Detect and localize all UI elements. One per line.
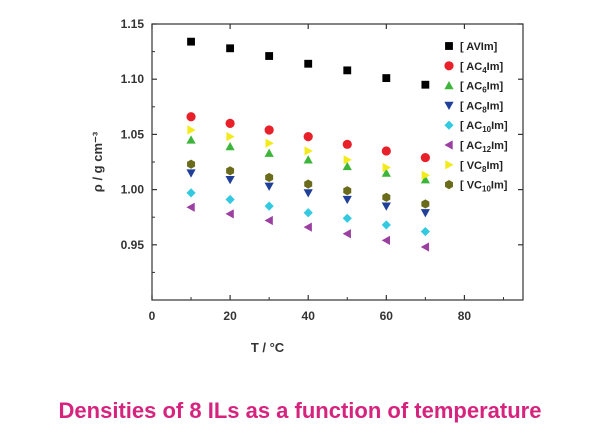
y-axis-label: ρ / g cm⁻³ bbox=[90, 131, 105, 192]
y-tick-label: 1.05 bbox=[121, 127, 145, 141]
data-point bbox=[382, 192, 391, 202]
data-point bbox=[226, 132, 235, 142]
data-point bbox=[343, 155, 352, 165]
data-point bbox=[303, 208, 313, 218]
data-point bbox=[420, 175, 430, 184]
data-point bbox=[303, 132, 313, 142]
legend-label: [ AC4Im] bbox=[460, 61, 503, 75]
data-point bbox=[303, 155, 313, 164]
data-point bbox=[226, 44, 235, 53]
data-point bbox=[186, 202, 195, 212]
data-point bbox=[264, 148, 274, 157]
data-point bbox=[342, 139, 352, 149]
data-point bbox=[381, 168, 391, 177]
data-point bbox=[420, 226, 430, 237]
data-point bbox=[304, 179, 313, 189]
data-point bbox=[381, 202, 391, 211]
legend-marker bbox=[445, 160, 454, 170]
data-point bbox=[264, 215, 273, 226]
data-point bbox=[265, 52, 274, 60]
data-point bbox=[382, 162, 391, 173]
data-point bbox=[225, 209, 234, 219]
x-tick-label: 20 bbox=[223, 309, 237, 323]
data-point bbox=[421, 170, 430, 180]
data-point bbox=[382, 74, 391, 83]
data-point bbox=[303, 189, 313, 198]
data-point bbox=[342, 195, 352, 205]
legend-marker bbox=[444, 120, 454, 130]
legend-label: [ VC10Im] bbox=[460, 180, 508, 194]
series-0 bbox=[187, 37, 430, 89]
legend-label: [ AC8Im] bbox=[460, 100, 503, 114]
y-tick-label: 1.15 bbox=[121, 17, 145, 31]
x-tick-label: 40 bbox=[302, 309, 316, 323]
data-point bbox=[381, 220, 391, 230]
data-point bbox=[264, 125, 274, 135]
series-1 bbox=[186, 112, 430, 163]
y-tick-label: 0.95 bbox=[121, 238, 145, 252]
data-point bbox=[342, 213, 352, 223]
data-point bbox=[264, 201, 274, 211]
legend-marker bbox=[445, 180, 453, 190]
data-point bbox=[226, 166, 235, 176]
data-point bbox=[187, 159, 196, 169]
data-point bbox=[343, 186, 352, 196]
legend-label: [ VC8Im] bbox=[460, 160, 503, 174]
series-2 bbox=[186, 135, 430, 184]
data-point bbox=[381, 146, 391, 156]
legend-label: [ AVIm] bbox=[460, 41, 498, 53]
density-chart: 0 20 40 60 80 0.95 1.00 1.05 1.10 1.15 T / °C ρ / g… bbox=[90, 17, 524, 355]
figure-caption: Densities of 8 ILs as a function of temp… bbox=[58, 398, 542, 423]
data-point bbox=[420, 152, 430, 163]
data-point bbox=[225, 175, 235, 185]
data-point bbox=[420, 242, 430, 252]
x-tick-label: 80 bbox=[458, 309, 472, 323]
data-point bbox=[265, 138, 274, 148]
series-6 bbox=[187, 125, 430, 180]
legend-marker bbox=[444, 140, 453, 150]
series-5 bbox=[186, 202, 430, 252]
data-point bbox=[186, 169, 196, 178]
legend-label: [ AC12Im] bbox=[460, 140, 508, 154]
data-point bbox=[186, 188, 196, 198]
data-point bbox=[187, 125, 196, 135]
data-point bbox=[421, 199, 430, 209]
data-markers bbox=[186, 37, 430, 252]
data-point bbox=[264, 182, 274, 191]
legend-marker bbox=[444, 61, 454, 71]
y-tick-label: 1.10 bbox=[121, 72, 145, 86]
legend-marker bbox=[445, 42, 453, 50]
legend-label: [ AC6Im] bbox=[460, 81, 503, 95]
data-point bbox=[420, 209, 430, 218]
series-7 bbox=[187, 159, 430, 209]
legend-label: [ AC10Im] bbox=[460, 120, 508, 134]
data-point bbox=[225, 141, 235, 151]
y-tick-label: 1.00 bbox=[121, 183, 145, 197]
series-3 bbox=[186, 169, 430, 218]
data-point bbox=[304, 146, 313, 156]
legend: [ AVIm] [ AC4Im] [ AC6Im] [ AC8Im] [ AC10Im]… bbox=[444, 41, 508, 194]
data-point bbox=[303, 222, 312, 232]
legend-marker bbox=[444, 101, 454, 110]
data-point bbox=[225, 194, 235, 205]
data-point bbox=[225, 118, 235, 128]
data-point bbox=[381, 235, 390, 245]
data-point bbox=[421, 80, 430, 89]
data-point bbox=[304, 59, 313, 68]
x-tick-label: 0 bbox=[149, 309, 156, 323]
x-tick-label: 60 bbox=[380, 309, 394, 323]
data-point bbox=[343, 66, 352, 75]
data-point bbox=[186, 112, 196, 122]
data-point bbox=[186, 135, 196, 144]
data-point bbox=[342, 229, 351, 239]
series-4 bbox=[186, 188, 430, 237]
x-axis-label: T / °C bbox=[251, 340, 285, 355]
legend-marker bbox=[444, 81, 454, 90]
data-point bbox=[187, 37, 195, 46]
axes: 0 20 40 60 80 0.95 1.00 1.05 1.10 1.15 T / °C ρ / g… bbox=[90, 17, 524, 355]
data-point bbox=[342, 161, 352, 171]
data-point bbox=[265, 172, 274, 183]
